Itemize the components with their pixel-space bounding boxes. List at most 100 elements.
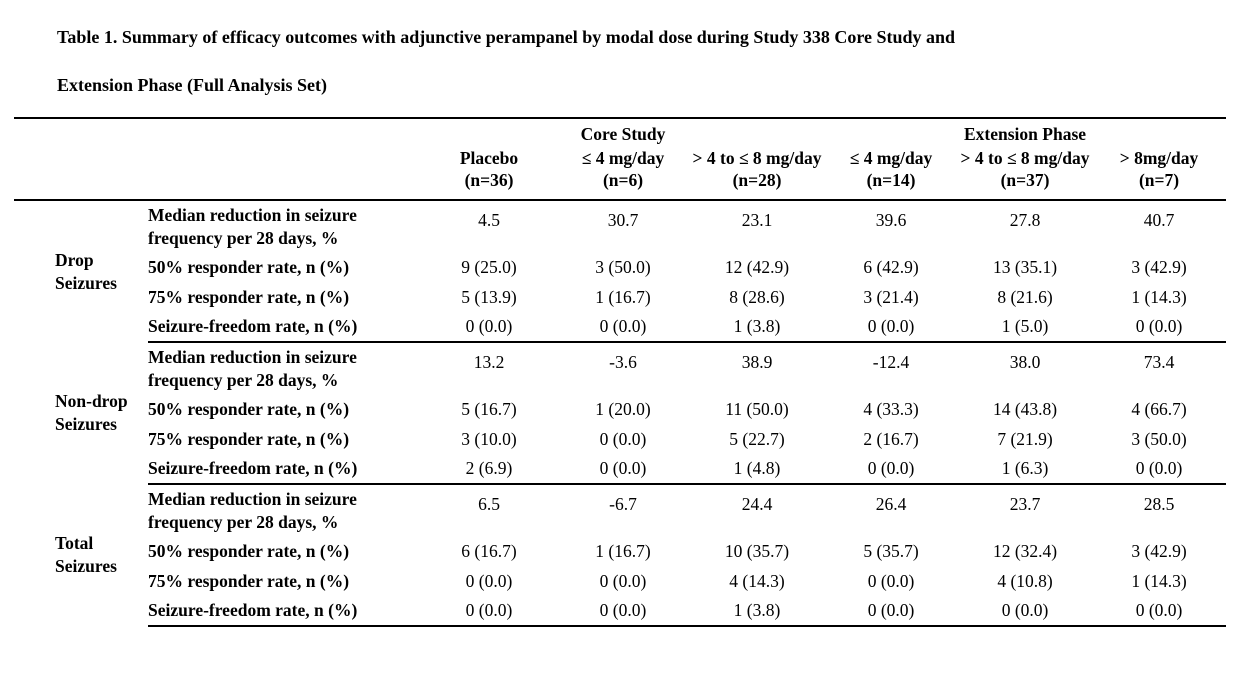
row-label: 75% responder rate, n (%) bbox=[148, 570, 350, 591]
value-cell: 7 (21.9) bbox=[997, 428, 1053, 449]
column-header-core-le4: ≤ 4 mg/day (n=6) bbox=[556, 146, 690, 201]
table-row: Drop Seizures Median reduction in seizur… bbox=[14, 200, 1226, 293]
value-cell: 0 (0.0) bbox=[1092, 454, 1227, 485]
value-cell: 6 (42.9) bbox=[863, 256, 919, 277]
dose-label: ≤ 4 mg/day bbox=[849, 148, 933, 168]
column-header-placebo: Placebo (n=36) bbox=[422, 146, 556, 201]
value-cell: 0 (0.0) bbox=[465, 570, 513, 591]
row-label: 50% responder rate, n (%) bbox=[148, 256, 350, 277]
value-cell: 2 (16.7) bbox=[863, 428, 919, 449]
column-header-core-4to8: > 4 to ≤ 8 mg/day (n=28) bbox=[690, 146, 825, 201]
table-row: 50% responder rate, n (%) 5 (16.7) 1 (20… bbox=[14, 394, 1226, 424]
value-cell: 0 (0.0) bbox=[958, 596, 1093, 627]
value-cell: 26.4 bbox=[875, 494, 907, 514]
n-label: (n=28) bbox=[732, 170, 782, 190]
value-cell: 12 (32.4) bbox=[992, 540, 1058, 561]
phase-header-core: Core Study bbox=[580, 123, 666, 144]
n-label: (n=6) bbox=[602, 170, 644, 190]
dose-label: > 4 to ≤ 8 mg/day bbox=[960, 148, 1090, 168]
value-cell: 5 (13.9) bbox=[461, 286, 517, 307]
table-header: Core Study Extension Phase Placebo (n=36… bbox=[14, 118, 1227, 201]
value-cell: 39.6 bbox=[875, 210, 907, 230]
value-cell: 0 (0.0) bbox=[1092, 596, 1227, 627]
value-cell: 13.2 bbox=[473, 352, 505, 372]
value-cell: 0 (0.0) bbox=[556, 312, 690, 343]
row-label: Median reduction in seizure frequency pe… bbox=[148, 489, 357, 532]
value-cell: 14 (43.8) bbox=[992, 398, 1058, 419]
table-row: Seizure-freedom rate, n (%) 0 (0.0) 0 (0… bbox=[14, 312, 1227, 343]
value-cell: -3.6 bbox=[609, 352, 637, 372]
value-cell: 38.9 bbox=[741, 352, 773, 372]
value-cell: 23.7 bbox=[1009, 494, 1041, 514]
value-cell: 6 (16.7) bbox=[461, 540, 517, 561]
row-label: 75% responder rate, n (%) bbox=[148, 286, 350, 307]
phase-header-row: Core Study Extension Phase bbox=[14, 118, 1226, 146]
table-row: Seizure-freedom rate, n (%) 2 (6.9) 0 (0… bbox=[14, 454, 1227, 485]
value-cell: 5 (22.7) bbox=[729, 428, 785, 449]
value-cell: 1 (16.7) bbox=[595, 540, 651, 561]
section-non-drop-seizures: Non-drop Seizures Median reduction in se… bbox=[14, 342, 1227, 485]
value-cell: 1 (20.0) bbox=[595, 398, 651, 419]
value-cell: 1 (3.8) bbox=[690, 312, 825, 343]
value-cell: 40.7 bbox=[1143, 210, 1175, 230]
table-row: Non-drop Seizures Median reduction in se… bbox=[14, 342, 1226, 434]
value-cell: 12 (42.9) bbox=[724, 256, 790, 277]
value-cell: 1 (3.8) bbox=[690, 596, 825, 627]
value-cell: 23.1 bbox=[741, 210, 773, 230]
value-cell: 1 (6.3) bbox=[958, 454, 1093, 485]
value-cell: 38.0 bbox=[1009, 352, 1041, 372]
group-label-drop-seizures: Drop Seizures bbox=[55, 249, 117, 293]
row-label: 75% responder rate, n (%) bbox=[148, 428, 350, 449]
efficacy-table: Core Study Extension Phase Placebo (n=36… bbox=[14, 117, 1227, 627]
table-row: 75% responder rate, n (%) 3 (10.0) 0 (0.… bbox=[14, 424, 1226, 454]
value-cell: 28.5 bbox=[1143, 494, 1175, 514]
value-cell: 0 (0.0) bbox=[422, 312, 556, 343]
phase-header-extension: Extension Phase bbox=[964, 123, 1087, 144]
dose-label: > 4 to ≤ 8 mg/day bbox=[692, 148, 822, 168]
value-cell: 0 (0.0) bbox=[556, 596, 690, 627]
row-label: Seizure-freedom rate, n (%) bbox=[148, 596, 422, 627]
column-header-ext-gt8: > 8mg/day (n=7) bbox=[1092, 146, 1227, 201]
dose-label: > 8mg/day bbox=[1119, 148, 1199, 168]
value-cell: 0 (0.0) bbox=[422, 596, 556, 627]
value-cell: 0 (0.0) bbox=[824, 596, 959, 627]
value-cell: 13 (35.1) bbox=[992, 256, 1058, 277]
value-cell: 11 (50.0) bbox=[725, 398, 789, 419]
value-cell: 3 (10.0) bbox=[461, 428, 517, 449]
dose-label: Placebo bbox=[459, 148, 519, 168]
value-cell: 6.5 bbox=[478, 494, 500, 514]
value-cell: 27.8 bbox=[1009, 210, 1041, 230]
dose-header-row: Placebo (n=36) ≤ 4 mg/day (n=6) > 4 to ≤… bbox=[14, 146, 1227, 201]
value-cell: 5 (16.7) bbox=[461, 398, 517, 419]
row-label: Median reduction in seizure frequency pe… bbox=[148, 347, 357, 390]
value-cell: 10 (35.7) bbox=[724, 540, 790, 561]
value-cell: 30.7 bbox=[607, 210, 639, 230]
value-cell: 3 (21.4) bbox=[863, 286, 919, 307]
value-cell: 0 (0.0) bbox=[556, 454, 690, 485]
value-cell: 2 (6.9) bbox=[422, 454, 556, 485]
value-cell: 4.5 bbox=[478, 210, 500, 230]
section-drop-seizures: Drop Seizures Median reduction in seizur… bbox=[14, 200, 1227, 343]
value-cell: 0 (0.0) bbox=[824, 312, 959, 343]
table-caption: Table 1. Summary of efficacy outcomes wi… bbox=[57, 26, 1196, 96]
value-cell: 4 (33.3) bbox=[863, 398, 919, 419]
value-cell: 0 (0.0) bbox=[1092, 312, 1227, 343]
row-label: Seizure-freedom rate, n (%) bbox=[148, 454, 422, 485]
n-label: (n=7) bbox=[1138, 170, 1180, 190]
row-label: Seizure-freedom rate, n (%) bbox=[148, 312, 422, 343]
group-label-non-drop-seizures: Non-drop Seizures bbox=[55, 391, 128, 434]
table-row: 75% responder rate, n (%) 0 (0.0) 0 (0.0… bbox=[14, 566, 1226, 596]
value-cell: 1 (4.8) bbox=[690, 454, 825, 485]
value-cell: 24.4 bbox=[741, 494, 773, 514]
row-label: Median reduction in seizure frequency pe… bbox=[148, 205, 357, 248]
value-cell: 3 (50.0) bbox=[595, 256, 651, 277]
value-cell: 0 (0.0) bbox=[599, 570, 647, 591]
n-label: (n=14) bbox=[866, 170, 916, 190]
n-label: (n=37) bbox=[1000, 170, 1050, 190]
value-cell: 4 (66.7) bbox=[1131, 398, 1187, 419]
value-cell: 4 (10.8) bbox=[997, 570, 1053, 591]
value-cell: 1 (5.0) bbox=[958, 312, 1093, 343]
column-header-ext-le4: ≤ 4 mg/day (n=14) bbox=[824, 146, 959, 201]
caption-line-2: Extension Phase (Full Analysis Set) bbox=[57, 75, 328, 95]
value-cell: 1 (16.7) bbox=[595, 286, 651, 307]
